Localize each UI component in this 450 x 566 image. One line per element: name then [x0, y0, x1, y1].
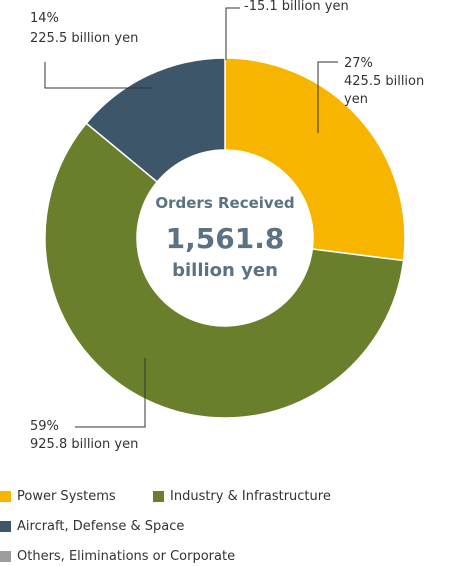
donut-slice	[85, 57, 226, 183]
amount-label: 925.8 billion yen	[30, 437, 139, 452]
leader-line	[44, 62, 152, 89]
total-unit: billion yen	[172, 260, 278, 281]
legend-item: Power Systems	[0, 489, 116, 504]
value-label: 14%	[30, 11, 59, 26]
total-value: 1,561.8	[165, 222, 285, 255]
legend-label: Others, Eliminations or Corporate	[17, 549, 236, 564]
value-label: 59%	[30, 419, 59, 434]
legend-label: Industry & Infrastructure	[170, 489, 331, 504]
legend-item: Aircraft, Defense & Space	[0, 519, 184, 534]
legend-swatch	[0, 491, 11, 502]
leader-line	[317, 61, 338, 133]
amount-label: -15.1 billion yen	[244, 0, 349, 14]
leader-line	[225, 7, 240, 60]
legend-item: Industry & Infrastructure	[153, 489, 331, 504]
chart-title: Orders Received	[155, 194, 295, 212]
legend-label: Aircraft, Defense & Space	[17, 519, 185, 534]
legend-label: Power Systems	[17, 489, 116, 504]
legend-swatch	[0, 521, 11, 532]
value-label: 27%	[344, 56, 373, 71]
legend-item: Others, Eliminations or Corporate	[0, 549, 235, 564]
leader-line	[75, 358, 146, 428]
amount-label: 225.5 billion yen	[30, 31, 139, 46]
legend-swatch	[153, 491, 164, 502]
donut-slice	[224, 57, 406, 262]
donut-slice	[44, 122, 405, 419]
legend-swatch	[0, 551, 11, 562]
amount-label: 425.5 billion yen	[344, 74, 425, 107]
